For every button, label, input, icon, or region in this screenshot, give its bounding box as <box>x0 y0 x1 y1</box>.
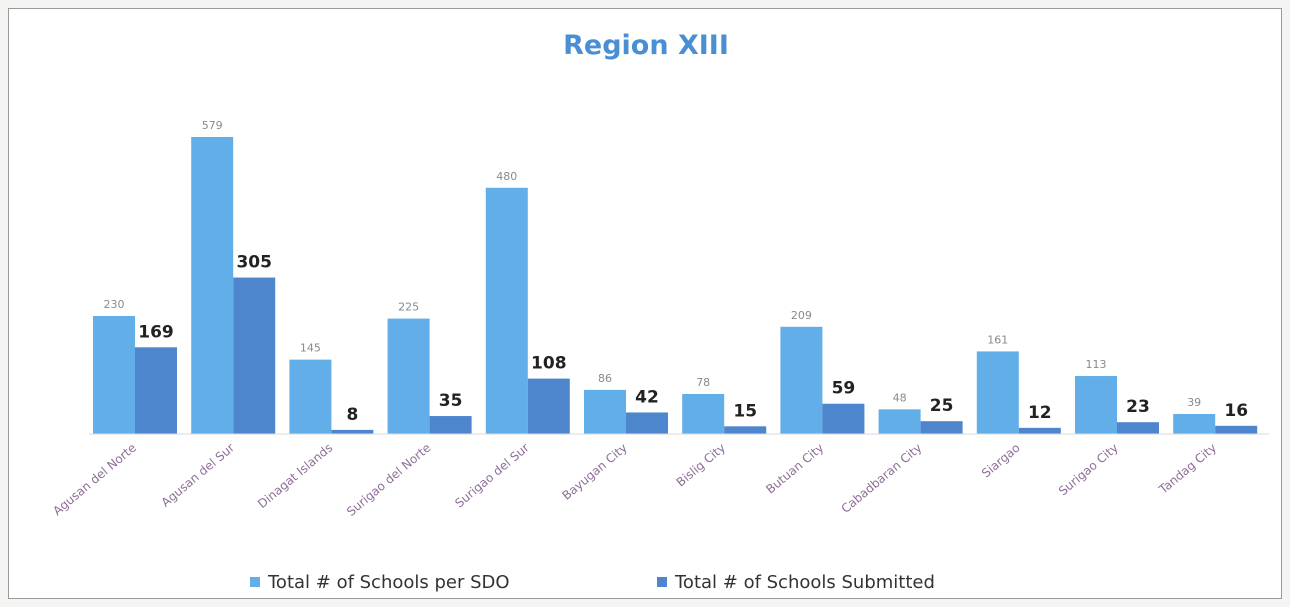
value-label-per-sdo-bayugan-city: 86 <box>598 372 612 385</box>
value-label-per-sdo-butuan-city: 209 <box>791 309 812 322</box>
category-label-bayugan-city: Bayugan City <box>559 441 629 503</box>
value-label-per-sdo-siargao: 161 <box>987 333 1008 346</box>
value-label-per-sdo-surigao-del-sur: 480 <box>496 170 517 183</box>
category-label-surigao-city: Surigao City <box>1056 441 1121 499</box>
category-label-butuan-city: Butuan City <box>763 441 826 497</box>
value-label-submitted-bislig-city: 15 <box>733 401 757 421</box>
bar-submitted-siargao <box>1018 427 1061 434</box>
value-label-per-sdo-agusan-del-norte: 230 <box>104 298 125 311</box>
value-label-submitted-siargao: 12 <box>1028 403 1052 423</box>
bar-per-sdo-cabadbaran-city <box>878 409 921 434</box>
category-label-surigao-del-sur: Surigao del Sur <box>452 441 531 511</box>
category-label-agusan-del-sur: Agusan del Sur <box>159 441 238 510</box>
bar-submitted-agusan-del-norte <box>135 347 177 434</box>
value-label-submitted-cabadbaran-city: 25 <box>930 396 954 416</box>
bar-submitted-agusan-del-sur <box>233 277 276 434</box>
bar-per-sdo-bislig-city <box>682 393 725 434</box>
category-label-agusan-del-norte: Agusan del Norte <box>50 441 139 519</box>
value-label-submitted-bayugan-city: 42 <box>635 387 659 407</box>
value-label-submitted-tandag-city: 16 <box>1224 401 1248 421</box>
bar-submitted-bislig-city <box>724 426 767 434</box>
bar-submitted-cabadbaran-city <box>920 421 963 434</box>
bar-per-sdo-agusan-del-sur <box>191 137 234 434</box>
value-label-per-sdo-cabadbaran-city: 48 <box>893 391 907 404</box>
value-label-per-sdo-dinagat-islands: 145 <box>300 342 321 355</box>
bar-submitted-tandag-city <box>1215 425 1258 434</box>
bar-chart: Region XIII 230 169 579 305 145 8 225 35 480 108 8… <box>50 30 1269 593</box>
bar-submitted-surigao-city <box>1117 422 1159 434</box>
category-label-cabadbaran-city: Cabadbaran City <box>839 441 925 516</box>
bar-per-sdo-surigao-del-sur <box>485 187 528 434</box>
bars-group <box>93 137 1258 434</box>
bar-submitted-butuan-city <box>822 403 865 434</box>
bar-per-sdo-dinagat-islands <box>289 359 332 434</box>
bar-per-sdo-tandag-city <box>1173 413 1216 434</box>
category-labels-group: Agusan del Norte Agusan del Sur Dinagat Is… <box>50 441 1219 519</box>
chart-title: Region XIII <box>563 30 729 61</box>
bar-per-sdo-surigao-city <box>1075 376 1117 434</box>
value-label-per-sdo-tandag-city: 39 <box>1187 396 1201 409</box>
value-label-per-sdo-surigao-city: 113 <box>1086 358 1107 371</box>
legend: Total # of Schools per SDO Total # of Sc… <box>250 572 935 593</box>
category-label-bislig-city: Bislig City <box>674 441 729 490</box>
bar-per-sdo-surigao-del-norte <box>387 318 430 434</box>
legend-label-schools-per-sdo: Total # of Schools per SDO <box>267 572 510 593</box>
value-label-submitted-butuan-city: 59 <box>832 379 856 399</box>
category-label-siargao: Siargao <box>979 441 1023 481</box>
value-label-submitted-agusan-del-sur: 305 <box>236 253 272 273</box>
category-label-tandag-city: Tandag City <box>1156 441 1220 498</box>
bar-submitted-bayugan-city <box>626 412 668 434</box>
category-label-dinagat-islands: Dinagat Islands <box>255 441 335 511</box>
legend-swatch-schools-per-sdo <box>250 577 260 587</box>
value-label-per-sdo-agusan-del-sur: 579 <box>202 119 223 132</box>
chart-frame: Region XIII 230 169 579 305 145 8 225 35 480 108 8… <box>8 8 1282 599</box>
value-label-submitted-surigao-city: 23 <box>1126 397 1150 417</box>
bar-submitted-surigao-del-sur <box>527 378 570 434</box>
bar-submitted-surigao-del-norte <box>429 416 472 434</box>
bar-per-sdo-agusan-del-norte <box>93 316 135 434</box>
value-label-per-sdo-surigao-del-norte: 225 <box>398 301 419 314</box>
bar-per-sdo-bayugan-city <box>584 389 626 434</box>
value-label-submitted-agusan-del-norte: 169 <box>138 322 174 342</box>
category-label-surigao-del-norte: Surigao del Norte <box>344 441 434 519</box>
value-label-per-sdo-bislig-city: 78 <box>696 376 710 389</box>
bar-submitted-dinagat-islands <box>331 429 374 434</box>
bar-per-sdo-siargao <box>976 351 1019 434</box>
bar-per-sdo-butuan-city <box>780 326 823 434</box>
value-label-submitted-surigao-del-sur: 108 <box>531 354 567 374</box>
value-label-submitted-surigao-del-norte: 35 <box>439 391 463 411</box>
value-labels-group: 230 169 579 305 145 8 225 35 480 108 86 42 78 15 209 59… <box>104 119 1249 425</box>
value-label-submitted-dinagat-islands: 8 <box>346 405 358 425</box>
legend-swatch-schools-submitted <box>657 577 667 587</box>
legend-label-schools-submitted: Total # of Schools Submitted <box>674 572 935 593</box>
